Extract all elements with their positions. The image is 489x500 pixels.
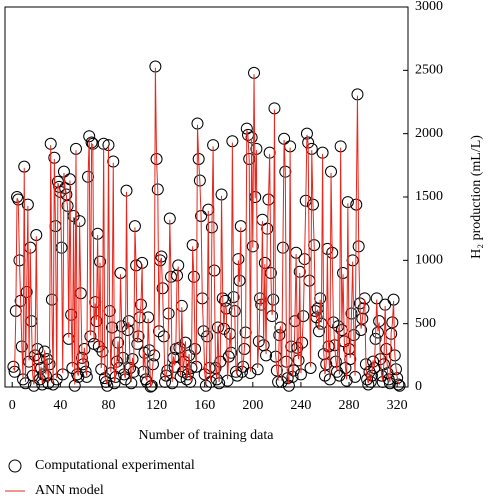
y-tick-label: 2000	[415, 126, 443, 141]
x-tick-label: 280	[339, 398, 360, 413]
y-tick-label: 1000	[415, 253, 443, 268]
y-tick-label: 0	[415, 379, 422, 394]
data-point	[7, 360, 20, 373]
data-point	[392, 378, 405, 391]
x-tick-label: 120	[146, 398, 167, 413]
x-tick-label: 0	[9, 398, 16, 413]
legend-label: ANN model	[35, 483, 104, 498]
legend-label: Computational experimental	[35, 458, 195, 473]
y-tick-label: 1500	[415, 189, 443, 204]
x-tick-label: 160	[194, 398, 215, 413]
data-point	[391, 372, 404, 385]
x-axis-label: Number of training data	[139, 428, 275, 443]
y-axis-label: H₂ production (mL/L)	[469, 135, 484, 259]
x-tick-label: 200	[242, 398, 263, 413]
x-tick-label: 80	[101, 398, 115, 413]
legend-marker	[8, 459, 22, 473]
x-tick-label: 40	[53, 398, 67, 413]
x-tick-label: 240	[290, 398, 311, 413]
data-point	[393, 379, 406, 392]
y-tick-label: 2500	[415, 63, 443, 78]
y-tick-label: 500	[415, 316, 436, 331]
y-tick-label: 3000	[415, 0, 443, 14]
x-tick-label: 320	[387, 398, 408, 413]
data-point	[356, 312, 369, 325]
model-line	[12, 67, 400, 387]
